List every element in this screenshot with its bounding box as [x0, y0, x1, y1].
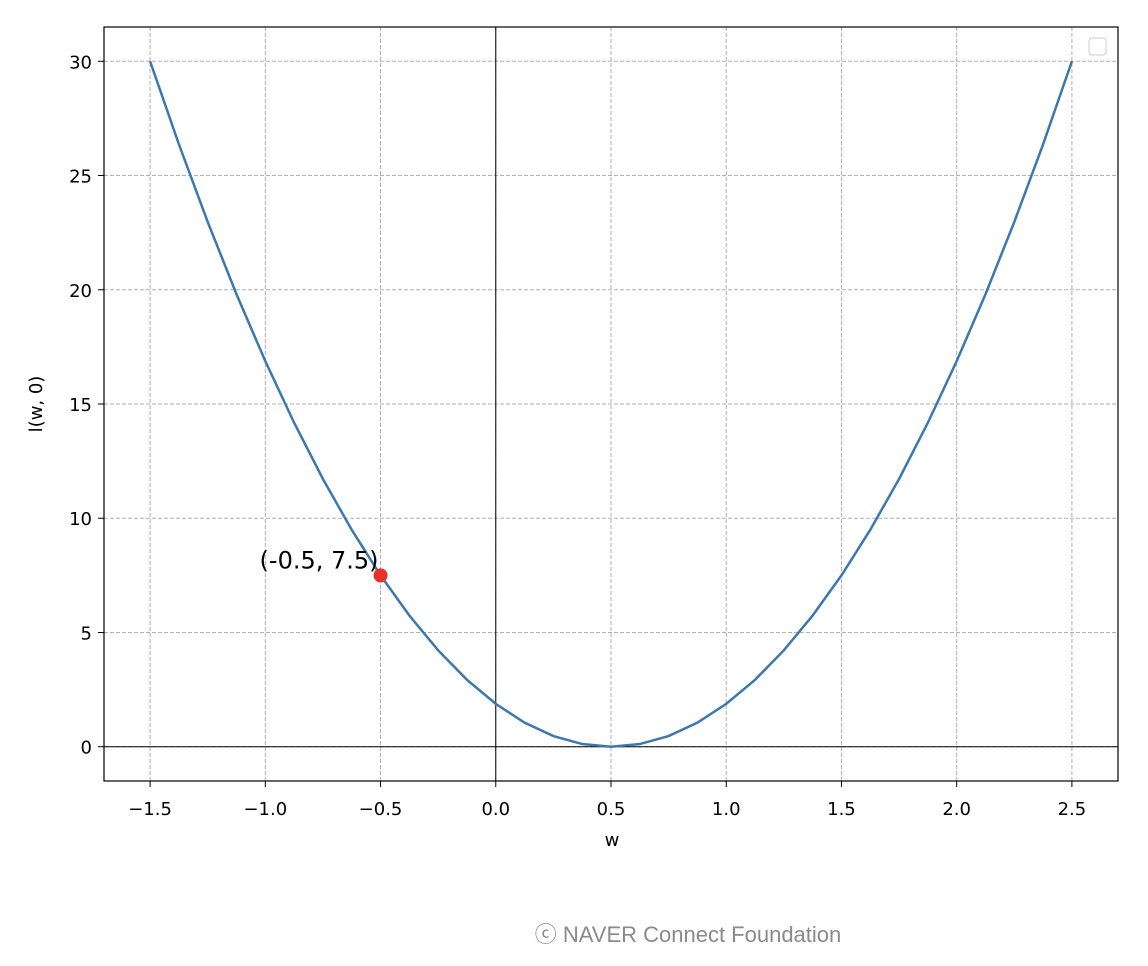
y-tick-label: 15 [69, 395, 92, 416]
x-tick-label: −0.5 [359, 799, 403, 820]
y-tick-label: 10 [69, 509, 92, 530]
footer: ⓒ NAVER Connect Foundation [535, 922, 842, 947]
y-tick-label: 25 [69, 167, 92, 188]
line [148, 60, 1074, 748]
y-tick-label: 5 [81, 623, 92, 644]
x-tick-label: 2.0 [942, 799, 971, 820]
y-tick-label: 20 [69, 281, 92, 302]
y-tick-label: 0 [81, 738, 92, 759]
plot-frame [103, 26, 1119, 782]
legend [1088, 37, 1107, 56]
x-tick-label: 2.5 [1058, 799, 1087, 820]
y-tick-label: 30 [69, 52, 92, 73]
x-tick-label: −1.5 [128, 799, 172, 820]
x-tick-label: 1.5 [827, 799, 856, 820]
x-axis-label: w [605, 830, 620, 851]
x-tick-label: 1.0 [712, 799, 741, 820]
y-axis-label: l(w, 0) [26, 376, 47, 433]
annotation: (-0.5, 7.5) [260, 546, 379, 574]
x-tick-label: 0.5 [597, 799, 626, 820]
x-tick-label: −1.0 [243, 799, 287, 820]
x-tick-label: 0.0 [481, 799, 510, 820]
scatter-point [373, 568, 388, 583]
